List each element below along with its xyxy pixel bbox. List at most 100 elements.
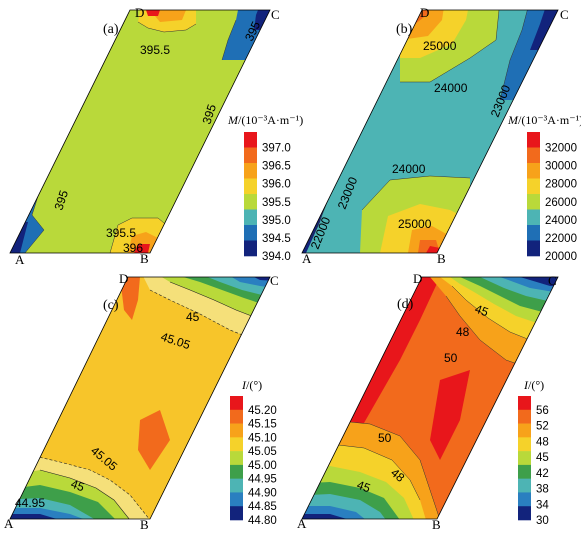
legend-tick-label: 22000 [545, 233, 577, 245]
legend-swatch [527, 194, 540, 210]
legend-tick-label: 30000 [545, 161, 577, 173]
legend-swatch [518, 409, 531, 424]
legend-tick-label: 394.0 [262, 251, 291, 263]
legend-swatch [518, 451, 531, 466]
legend-swatch [518, 423, 531, 438]
panel-c-legend-title: I/(°) [241, 378, 262, 392]
legend-swatch [244, 163, 257, 179]
panel-a-legend: M/(10⁻³A·m⁻¹) 397.0396.5396.0395.5395.03… [227, 113, 303, 263]
panel-a-contour-label-1: 395.5 [140, 43, 170, 57]
legend-swatch [230, 492, 243, 507]
legend-tick-label: 44.95 [248, 474, 277, 486]
panel-c-corner-a: A [4, 516, 14, 531]
panel-c-contour-field [10, 277, 270, 519]
panel-c-tag: (c) [103, 298, 119, 313]
panel-a-tag: (a) [103, 22, 119, 37]
legend-swatch [518, 396, 531, 411]
panel-c: A B C D (c) 45 45.05 45.05 45 44.95 I/(°… [4, 271, 279, 532]
legend-swatch [518, 464, 531, 479]
legend-swatch [527, 209, 540, 226]
legend-tick-label: 45.05 [248, 446, 277, 458]
legend-swatch [518, 478, 531, 493]
panel-b-legend-title: M/(10⁻³A·m⁻¹) [507, 113, 581, 127]
legend-swatch [527, 178, 540, 195]
legend-swatch [527, 240, 540, 257]
panel-d-contour-label-1: 45 [473, 302, 491, 320]
panel-a-corner-b: B [140, 251, 149, 266]
legend-tick-label: 396.0 [262, 179, 291, 191]
panel-c-contour-label-4: 45 [69, 477, 87, 495]
legend-swatch [527, 225, 540, 241]
legend-tick-label: 395.0 [262, 215, 291, 227]
legend-tick-label: 45.20 [248, 405, 277, 417]
legend-swatch [230, 464, 243, 479]
panel-c-corner-c: C [270, 273, 279, 288]
panel-a-corner-a: A [15, 252, 25, 267]
panel-d-legend-bar: 56 52 48 45 42 38 34 30 [518, 396, 549, 527]
legend-swatch [527, 132, 540, 148]
legend-tick-label: 20000 [545, 251, 577, 263]
legend-tick-label: 48 [536, 436, 549, 448]
legend-tick-label: 32000 [545, 143, 577, 155]
panel-d: A B C D (d) 45 48 50 50 48 45 I/(°) 56 52… [297, 271, 559, 532]
panel-b-corner-d: D [420, 5, 429, 20]
panel-b-contour-label-2: 24000 [434, 81, 468, 95]
legend-swatch [230, 478, 243, 493]
panel-d-corner-c: C [548, 273, 557, 288]
panel-b-contour-label-1: 25000 [423, 39, 457, 53]
panel-c-corner-d: D [119, 271, 128, 286]
panel-c-outline [9, 276, 271, 520]
panel-a-outline [9, 9, 271, 254]
legend-tick-label: 56 [536, 405, 549, 417]
legend-swatch [518, 437, 531, 452]
panel-d-contour-label-4: 50 [378, 431, 392, 445]
panel-b-tag: (b) [396, 22, 413, 37]
legend-swatch [527, 147, 540, 164]
panel-b-legend-bar: 32000 30000 28000 26000 24000 22000 20000 [527, 132, 577, 263]
legend-tick-label: 26000 [545, 197, 577, 209]
legend-swatch [244, 240, 257, 257]
panel-b-corner-c: C [560, 7, 569, 22]
panel-b-contour-label-6: 25000 [398, 217, 432, 231]
panel-d-contour-label-3: 50 [444, 351, 458, 365]
panel-a-legend-title: M/(10⁻³A·m⁻¹) [227, 113, 303, 127]
legend-swatch [230, 423, 243, 438]
legend-tick-label: 34 [536, 499, 549, 511]
panel-a-contour-label-3: 395 [52, 188, 72, 212]
legend-tick-label: 45.00 [248, 460, 277, 472]
legend-swatch [518, 506, 531, 521]
legend-tick-label: 45.15 [248, 419, 277, 431]
panel-c-contour-label-5: 44.95 [15, 496, 45, 510]
legend-tick-label: 45 [536, 452, 549, 464]
legend-tick-label: 24000 [545, 215, 577, 227]
panel-b-legend: M/(10⁻³A·m⁻¹) 32000 30000 28000 26000 24000 2… [507, 113, 581, 263]
legend-swatch [230, 451, 243, 466]
panel-b-corner-b: B [437, 251, 446, 266]
legend-tick-label: 395.5 [262, 197, 291, 209]
legend-tick-label: 397.0 [262, 143, 291, 155]
panel-d-legend: I/(°) 56 52 48 45 42 38 34 30 [518, 378, 549, 527]
panel-d-outline [301, 276, 559, 520]
legend-tick-label: 42 [536, 468, 549, 480]
legend-tick-label: 45.10 [248, 432, 277, 444]
panel-b: A B C D (b) 25000 24000 23000 23000 2400… [301, 5, 581, 266]
panel-d-legend-title: I/(°) [523, 378, 544, 392]
panel-c-contour-label-1: 45 [186, 310, 200, 324]
panel-a-contour-label-5: 396 [123, 241, 143, 255]
legend-tick-label: 38 [536, 484, 549, 496]
panel-a: A B C D (a) 395.5 395 395 395.5 396 395 … [9, 5, 303, 267]
panel-d-contour-label-2: 48 [456, 325, 470, 339]
panel-a-contour-label-2: 395 [200, 102, 220, 126]
panel-d-corner-d: D [413, 271, 422, 286]
legend-swatch [518, 492, 531, 507]
legend-swatch [244, 132, 257, 148]
legend-swatch [230, 409, 243, 424]
legend-swatch [244, 225, 257, 241]
legend-tick-label: 30 [536, 515, 549, 527]
panel-b-outline [301, 9, 559, 254]
legend-swatch [244, 209, 257, 226]
legend-swatch [230, 437, 243, 452]
legend-swatch [527, 163, 540, 179]
